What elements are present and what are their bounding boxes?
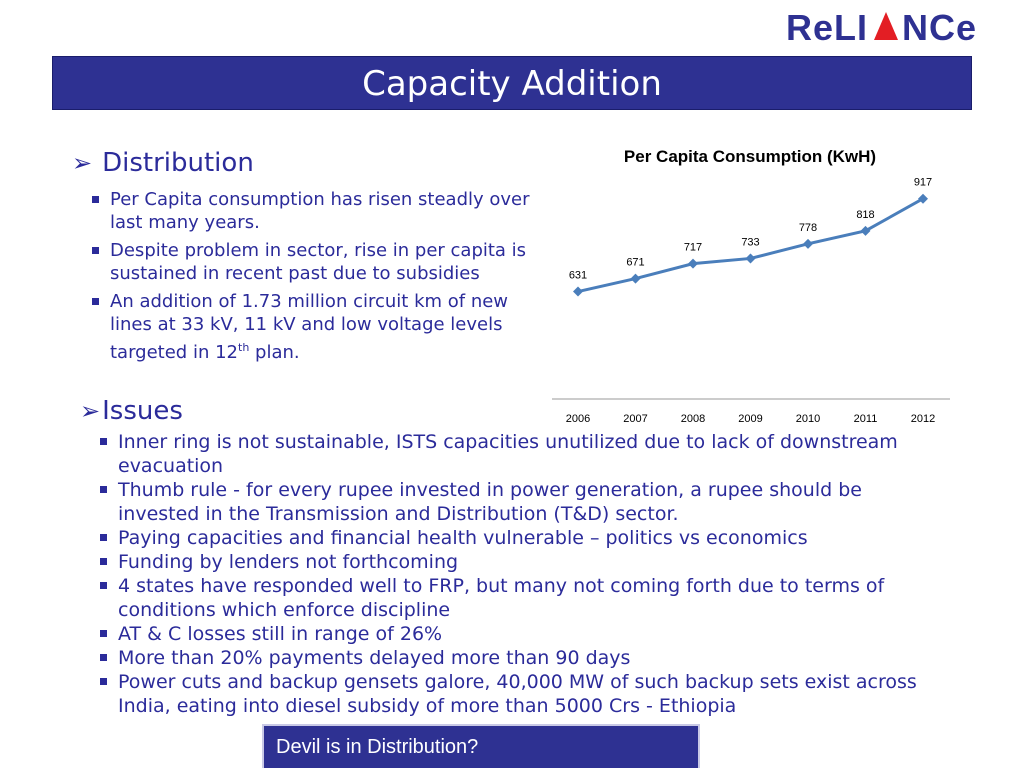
list-item: Inner ring is not sustainable, ISTS capa…	[98, 430, 948, 478]
square-bullet-icon	[100, 486, 107, 493]
data-label: 631	[569, 270, 587, 282]
square-bullet-icon	[92, 298, 99, 305]
square-bullet-icon	[100, 654, 107, 661]
x-tick-label: 2007	[623, 413, 647, 425]
data-point	[803, 238, 813, 249]
issues-list: Inner ring is not sustainable, ISTS capa…	[98, 430, 948, 718]
data-point	[573, 286, 583, 297]
data-point	[860, 225, 871, 236]
list-item: Power cuts and backup gensets galore, 40…	[98, 670, 948, 718]
list-item: Thumb rule - for every rupee invested in…	[98, 478, 948, 526]
data-label: 917	[914, 177, 932, 189]
arrow-bullet-icon: ➢	[80, 397, 101, 425]
page-title: Capacity Addition	[52, 56, 972, 110]
data-label: 671	[626, 257, 644, 269]
list-item: Paying capacities and financial health v…	[98, 526, 948, 550]
list-item: AT & C losses still in range of 26%	[98, 622, 948, 646]
data-point	[688, 258, 698, 269]
square-bullet-icon	[100, 558, 107, 565]
distribution-heading-text: Distribution	[102, 148, 254, 178]
list-item: An addition of 1.73 million circuit km o…	[90, 290, 545, 364]
list-item: 4 states have responded well to FRP, but…	[98, 574, 948, 622]
square-bullet-icon	[100, 534, 107, 541]
data-label: 818	[856, 209, 874, 221]
square-bullet-icon	[100, 630, 107, 637]
list-item: More than 20% payments delayed more than…	[98, 646, 948, 670]
x-tick-label: 2009	[738, 413, 762, 425]
x-tick-label: 2006	[566, 413, 590, 425]
x-tick-label: 2010	[796, 413, 820, 425]
square-bullet-icon	[92, 196, 99, 203]
reliance-logo: ReLI NCe	[786, 7, 977, 48]
data-label: 733	[741, 236, 759, 248]
square-bullet-icon	[92, 247, 99, 254]
list-item: Despite problem in sector, rise in per c…	[90, 239, 545, 285]
arrow-bullet-icon: ➢	[72, 149, 93, 177]
data-point	[918, 193, 928, 204]
footer-callout: Devil is in Distribution?	[264, 726, 698, 768]
data-label: 717	[684, 242, 702, 254]
x-tick-label: 2008	[681, 413, 705, 425]
data-point	[745, 253, 756, 264]
square-bullet-icon	[100, 678, 107, 685]
list-item: Per Capita consumption has risen steadly…	[90, 188, 545, 234]
svg-text:ReLI: ReLI	[786, 7, 868, 48]
distribution-list: Per Capita consumption has risen steadly…	[90, 188, 545, 369]
x-tick-label: 2012	[911, 413, 935, 425]
list-item: Funding by lenders not forthcoming	[98, 550, 948, 574]
data-label: 778	[799, 222, 817, 234]
data-point	[630, 273, 641, 284]
x-tick-label: 2011	[854, 413, 878, 425]
issues-heading-text: Issues	[102, 396, 183, 426]
distribution-heading: ➢ Distribution	[72, 148, 254, 178]
square-bullet-icon	[100, 438, 107, 445]
chart-title: Per Capita Consumption (KwH)	[624, 147, 876, 166]
svg-text:NCe: NCe	[902, 7, 977, 48]
issues-heading: ➢Issues	[80, 396, 183, 426]
per-capita-chart: Per Capita Consumption (KwH) 631 2006 671 2…	[552, 147, 950, 425]
square-bullet-icon	[100, 582, 107, 589]
